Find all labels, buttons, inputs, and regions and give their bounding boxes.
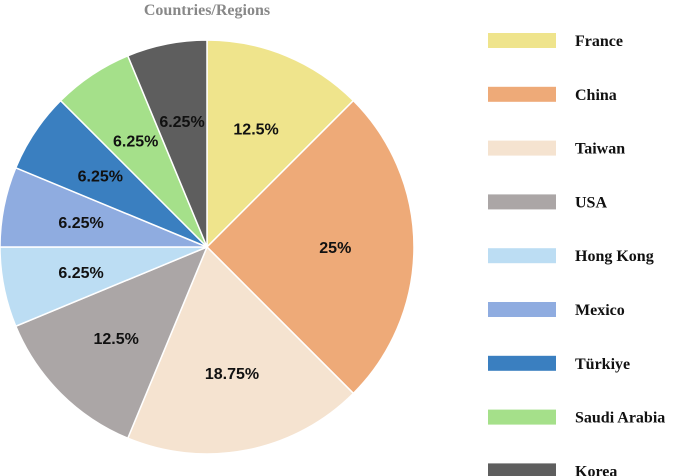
pie-slice-labels: 12.5%25%18.75%12.5%6.25%6.25%6.25%6.25%6… xyxy=(58,114,351,383)
legend-label-korea: Korea xyxy=(575,463,617,476)
legend-label-hong-kong: Hong Kong xyxy=(575,248,654,265)
slice-label-turkiye: 6.25% xyxy=(78,169,123,186)
pie-slice-china xyxy=(205,99,415,395)
legend-swatch-taiwan xyxy=(488,140,556,156)
pie-slice-france xyxy=(206,39,355,249)
slice-label-korea: 6.25% xyxy=(159,114,204,131)
legend-label-france: France xyxy=(575,33,623,50)
pie-slice-taiwan xyxy=(126,245,355,455)
chart-title: Countries/Regions xyxy=(144,2,270,19)
legend-swatch-usa xyxy=(488,194,556,210)
slice-label-china: 25% xyxy=(319,240,351,257)
legend-swatch-hong-kong xyxy=(488,248,556,264)
legend-label-china: China xyxy=(575,87,617,104)
legend-label-saudi-arabia: Saudi Arabia xyxy=(575,410,665,427)
legend-swatch-korea xyxy=(488,463,556,476)
pie-slice-usa xyxy=(14,245,209,440)
slice-label-france: 12.5% xyxy=(233,121,278,138)
slice-label-saudi-arabia: 6.25% xyxy=(113,133,158,150)
legend-label-usa: USA xyxy=(575,194,607,211)
legend-label-taiwan: Taiwan xyxy=(575,141,625,158)
slice-label-usa: 12.5% xyxy=(94,331,139,348)
legend-swatch-france xyxy=(488,33,556,48)
legend-label-turkiye: Türkiye xyxy=(575,356,630,373)
legend-label-mexico: Mexico xyxy=(575,302,625,319)
slice-label-taiwan: 18.75% xyxy=(205,366,259,383)
legend: France China Taiwan USA Hong Kong Mexico Türki… xyxy=(488,33,665,476)
slice-label-hong-kong: 6.25% xyxy=(58,265,103,282)
legend-swatch-mexico xyxy=(488,302,556,317)
pie-slice-korea xyxy=(126,39,208,248)
pie-slices xyxy=(0,39,415,455)
legend-swatch-turkiye xyxy=(488,355,556,371)
legend-swatch-saudi-arabia xyxy=(488,409,556,425)
slice-label-mexico: 6.25% xyxy=(58,215,103,232)
legend-swatch-china xyxy=(488,86,556,102)
